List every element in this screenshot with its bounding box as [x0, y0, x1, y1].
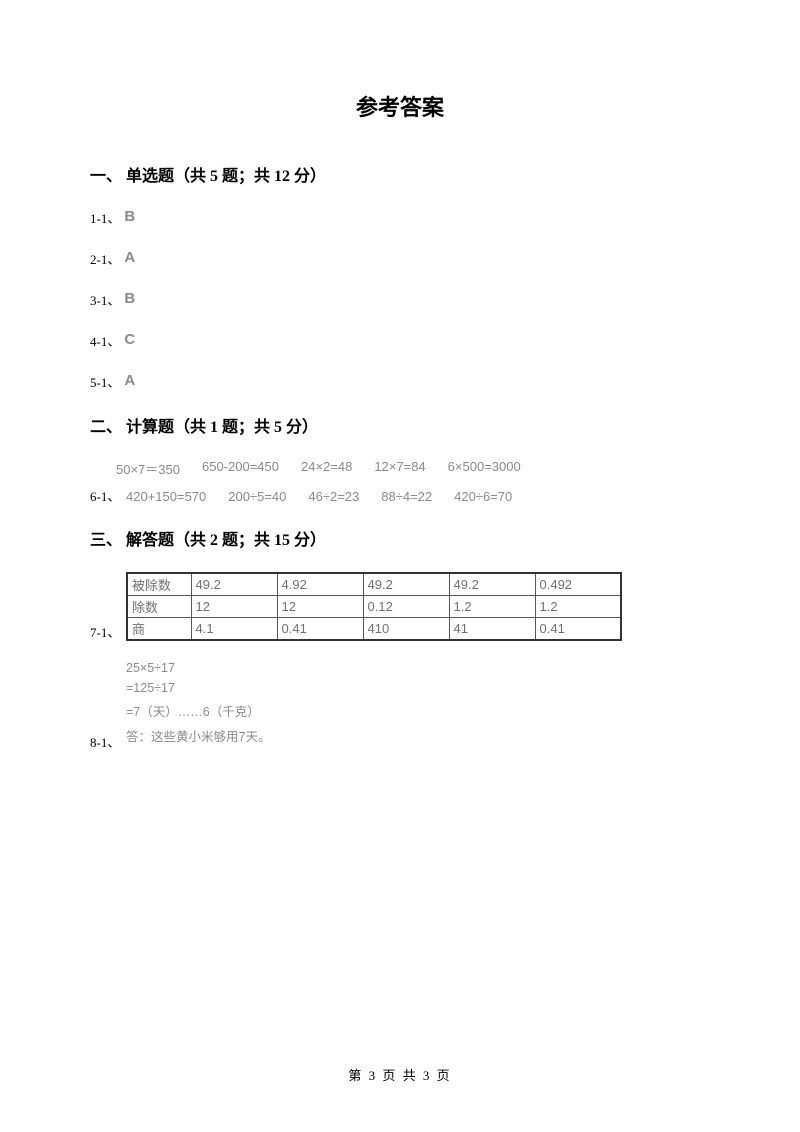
mc-answer: C — [124, 331, 135, 348]
page-footer: 第 3 页 共 3 页 — [0, 1065, 800, 1084]
table-row: 除数 12 12 0.12 1.2 1.2 — [127, 596, 621, 618]
table-cell: 49.2 — [363, 573, 449, 596]
q7-prefix: 7-1、 — [90, 622, 126, 641]
q8-line: 答：这些黄小米够用7天。 — [126, 726, 270, 745]
mc-answer: B — [124, 208, 135, 225]
calc-cell: 420+150=570 — [126, 489, 206, 504]
table-cell: 12 — [191, 596, 277, 618]
q8-block: 8-1、 25×5÷17 =125÷17 =7（天）……6（千克） 答：这些黄小… — [90, 661, 710, 751]
q8-line: =7（天）……6（千克） — [126, 701, 270, 720]
calc-cell: 6×500=3000 — [448, 459, 521, 478]
table-cell: 49.2 — [191, 573, 277, 596]
section3-heading: 三、 解答题（共 2 题；共 15 分） — [90, 526, 710, 550]
mc-num: 3-1、 — [90, 290, 120, 309]
table-cell: 12 — [277, 596, 363, 618]
calc-cell: 200÷5=40 — [228, 489, 286, 504]
calc-line-1: 50×7＝350 650-200=450 24×2=48 12×7=84 6×5… — [116, 459, 710, 478]
mc-item: 2-1、 A — [90, 249, 710, 268]
mc-answer: A — [124, 249, 135, 266]
table-cell: 0.41 — [535, 618, 621, 641]
mc-num: 2-1、 — [90, 249, 120, 268]
calc-cell: 46÷2=23 — [308, 489, 359, 504]
section2-heading: 二、 计算题（共 1 题；共 5 分） — [90, 413, 710, 437]
calc-line-2: 420+150=570 200÷5=40 46÷2=23 88÷4=22 420… — [126, 489, 512, 504]
calc-cell: 420÷6=70 — [454, 489, 512, 504]
table-cell: 被除数 — [127, 573, 191, 596]
table-cell: 4.1 — [191, 618, 277, 641]
mc-item: 1-1、 B — [90, 208, 710, 227]
calc-cell: 50×7＝350 — [116, 459, 180, 478]
table-cell: 0.12 — [363, 596, 449, 618]
table-cell: 1.2 — [449, 596, 535, 618]
answer-table: 被除数 49.2 4.92 49.2 49.2 0.492 除数 12 12 0… — [126, 572, 622, 641]
calc-cell: 88÷4=22 — [381, 489, 432, 504]
mc-answer: A — [124, 372, 135, 389]
calc-cell: 650-200=450 — [202, 459, 279, 478]
q7-block: 7-1、 被除数 49.2 4.92 49.2 49.2 0.492 除数 12… — [90, 572, 710, 641]
table-row: 被除数 49.2 4.92 49.2 49.2 0.492 — [127, 573, 621, 596]
table-cell: 49.2 — [449, 573, 535, 596]
mc-num: 1-1、 — [90, 208, 120, 227]
mc-num: 4-1、 — [90, 331, 120, 350]
table-cell: 0.492 — [535, 573, 621, 596]
mc-answer: B — [124, 290, 135, 307]
page-title: 参考答案 — [90, 90, 710, 122]
q6-prefix: 6-1、 — [90, 486, 126, 505]
table-cell: 0.41 — [277, 618, 363, 641]
mc-item: 4-1、 C — [90, 331, 710, 350]
table-cell: 41 — [449, 618, 535, 641]
table-cell: 4.92 — [277, 573, 363, 596]
table-row: 商 4.1 0.41 410 41 0.41 — [127, 618, 621, 641]
q8-line: 25×5÷17 — [126, 661, 270, 675]
table-cell: 商 — [127, 618, 191, 641]
calc-block: 50×7＝350 650-200=450 24×2=48 12×7=84 6×5… — [90, 459, 710, 512]
calc-cell: 12×7=84 — [374, 459, 425, 478]
calc-cell: 24×2=48 — [301, 459, 352, 478]
table-cell: 1.2 — [535, 596, 621, 618]
q8-line: =125÷17 — [126, 681, 270, 695]
section1-heading: 一、 单选题（共 5 题；共 12 分） — [90, 162, 710, 186]
table-cell: 除数 — [127, 596, 191, 618]
table-cell: 410 — [363, 618, 449, 641]
mc-num: 5-1、 — [90, 372, 120, 391]
mc-item: 5-1、 A — [90, 372, 710, 391]
mc-item: 3-1、 B — [90, 290, 710, 309]
